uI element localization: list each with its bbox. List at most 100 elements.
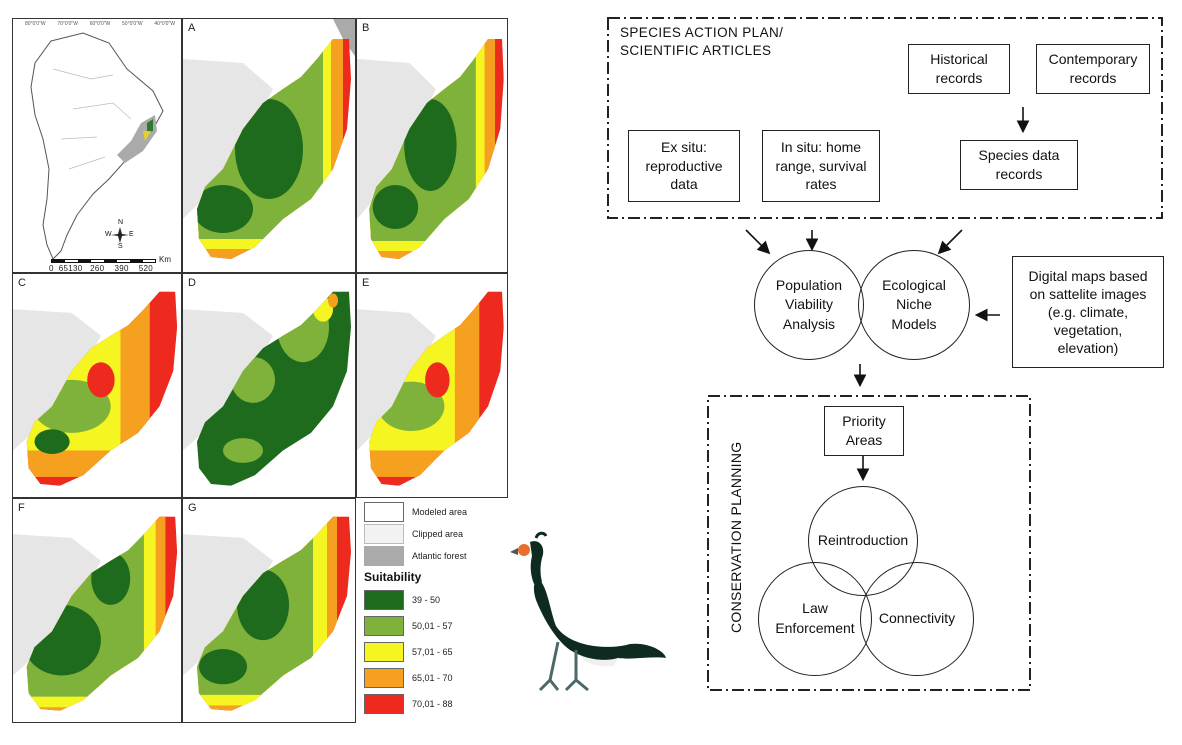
population-viability-analysis-circle: Population Viability Analysis — [754, 250, 864, 360]
legend-swatch — [364, 642, 404, 662]
header-line-2: SCIENTIFIC ARTICLES — [620, 42, 772, 58]
connectivity-circle: Connectivity — [860, 562, 974, 676]
circle-text: Analysis — [782, 315, 836, 332]
box-text: In situ: home — [780, 138, 862, 155]
circle-text: Niche — [896, 296, 932, 313]
suitability-map-b — [357, 39, 504, 259]
historical-records-box: Historical records — [908, 44, 1010, 94]
compass-rose-icon: N S E W — [105, 219, 135, 253]
legend-label: 70,01 - 88 — [412, 699, 453, 709]
tick-label: 50°0'0"W — [122, 21, 143, 27]
tick-label: 60°0'0"W — [89, 21, 111, 27]
suitability-map-g — [183, 516, 351, 711]
suitability-map-f — [13, 516, 178, 711]
box-text: records — [995, 166, 1043, 182]
suitability-map-e — [357, 291, 504, 486]
legend-atlantic-forest: Atlantic forest — [364, 546, 467, 566]
legend-modeled-area: Modeled area — [364, 502, 467, 522]
circle-text: Reintroduction — [817, 532, 909, 549]
box-text: (e.g. climate, — [1047, 303, 1129, 320]
panel-label-b: B — [362, 22, 370, 34]
box-text: Priority — [842, 413, 886, 430]
panel-label-e: E — [362, 277, 370, 289]
panel-label-d: D — [188, 277, 196, 289]
box-text: Species data — [978, 147, 1060, 164]
box-text: Historical — [930, 51, 988, 68]
panel-label-c: C — [18, 277, 26, 289]
box-text: Digital maps based — [1028, 267, 1148, 284]
legend-swatch — [364, 546, 404, 566]
map-panel-b: B — [356, 18, 508, 273]
contemporary-records-box: Contemporary records — [1036, 44, 1150, 94]
south-america-map — [30, 32, 164, 260]
box-text: Contemporary — [1048, 51, 1138, 68]
legend-label: Atlantic forest — [412, 551, 467, 561]
header-line-1: SPECIES ACTION PLAN/ — [620, 25, 784, 40]
compass-s: S — [118, 243, 123, 250]
legend-class-5: 70,01 - 88 — [364, 694, 453, 714]
legend-class-2: 50,01 - 57 — [364, 616, 453, 636]
box-text: records — [1069, 70, 1117, 86]
legend-label: 39 - 50 — [412, 595, 441, 605]
legend-swatch — [364, 668, 404, 688]
circle-text: Connectivity — [878, 610, 956, 627]
ecological-niche-models-circle: Ecological Niche Models — [858, 250, 970, 360]
ex-situ-box: Ex situ: reproductive data — [628, 130, 740, 202]
map-legend: Modeled area Clipped area Atlantic fores… — [358, 498, 498, 723]
panel-label-a: A — [188, 22, 196, 34]
species-data-records-box: Species data records — [960, 140, 1078, 190]
map-panel-e: E — [356, 273, 508, 498]
circle-text: Law — [802, 600, 828, 617]
legend-swatch — [364, 616, 404, 636]
curassow-bird-illustration — [510, 531, 666, 692]
conservation-planning-label: CONSERVATION PLANNING — [728, 441, 744, 633]
tick-label: 40°0'0"W — [154, 21, 175, 27]
scale-unit: Km — [159, 255, 171, 264]
circle-text: Models — [891, 315, 937, 332]
circle-text: Population — [775, 276, 843, 293]
box-text: elevation) — [1057, 340, 1119, 357]
legend-label: 50,01 - 57 — [412, 621, 453, 631]
arrow-ex-situ-to-pva — [745, 229, 771, 255]
arrow-species-to-enm — [937, 229, 963, 255]
digital-maps-box: Digital maps based on sattelite images (… — [1012, 256, 1164, 368]
compass-e: E — [129, 231, 134, 238]
law-enforcement-circle: Law Enforcement — [758, 562, 872, 676]
legend-class-1: 39 - 50 — [364, 590, 440, 610]
priority-areas-box: Priority Areas — [824, 406, 904, 456]
map-panel-d: D — [182, 273, 356, 498]
circle-text: Enforcement — [775, 620, 855, 636]
map-panel-f: F — [12, 498, 182, 723]
legend-class-4: 65,01 - 70 — [364, 668, 453, 688]
legend-swatch — [364, 590, 404, 610]
map-panel-g: G — [182, 498, 356, 723]
map-panel-a: A — [182, 18, 356, 273]
legend-swatch — [364, 694, 404, 714]
legend-label: 65,01 - 70 — [412, 673, 453, 683]
inset-tick-labels: 80°0'0"W 70°0'0"W 60°0'0"W 50°0'0"W 40°0… — [25, 21, 175, 27]
box-text: records — [935, 70, 983, 86]
legend-title: Suitability — [364, 570, 422, 584]
compass-n: N — [118, 219, 124, 226]
circle-text: Ecological — [882, 276, 946, 293]
scale-labels: 0 65130 260 390 520 — [49, 264, 154, 273]
suitability-map-a — [183, 19, 355, 259]
box-text: vegetation, — [1053, 322, 1123, 339]
inset-map-panel: 80°0'0"W 70°0'0"W 60°0'0"W 50°0'0"W 40°0… — [12, 18, 182, 273]
suitability-map-d — [183, 291, 351, 486]
panel-label-f: F — [18, 502, 25, 514]
map-panel-c: C — [12, 273, 182, 498]
circle-text: Viability — [785, 296, 833, 313]
legend-label: Clipped area — [412, 529, 464, 539]
box-text: Areas — [845, 432, 883, 448]
species-action-plan-header: SPECIES ACTION PLAN/ SCIENTIFIC ARTICLES — [620, 24, 783, 59]
scale-bar — [51, 259, 156, 263]
box-text: Ex situ: — [661, 138, 707, 155]
panel-label-g: G — [188, 502, 197, 514]
box-text: rates — [805, 176, 837, 193]
box-text: data — [670, 176, 698, 193]
legend-class-3: 57,01 - 65 — [364, 642, 453, 662]
tick-label: 70°0'0"W — [57, 21, 78, 27]
box-text: on sattelite images — [1029, 285, 1147, 302]
legend-swatch — [364, 502, 404, 522]
